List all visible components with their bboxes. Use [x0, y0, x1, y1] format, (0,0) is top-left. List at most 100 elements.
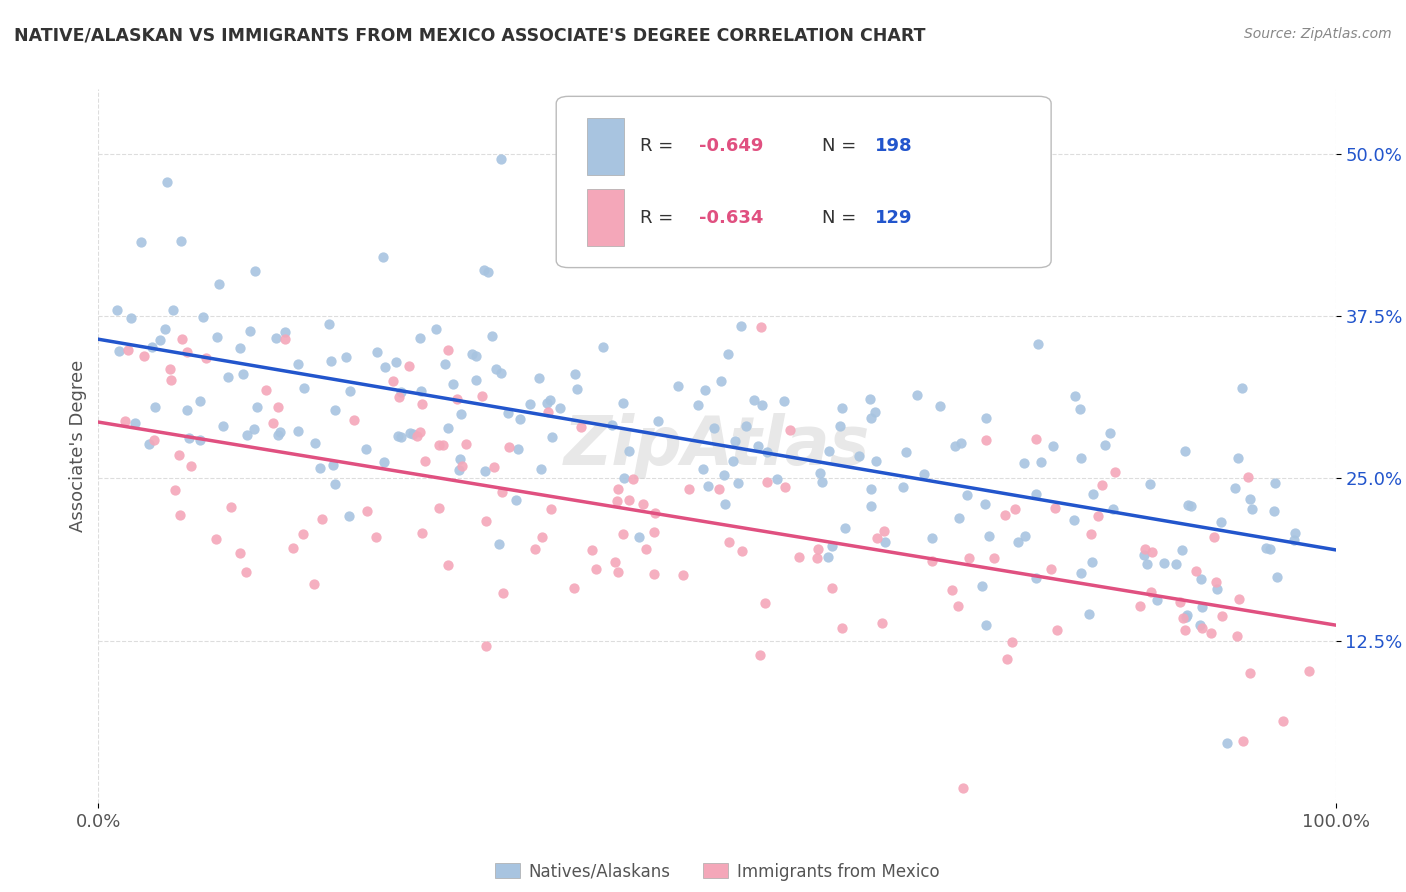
Point	[731, 543, 754, 558]
Point	[569, 420, 592, 434]
Point	[1146, 592, 1168, 607]
Point	[450, 407, 472, 421]
Point	[1263, 504, 1285, 518]
Point	[1102, 501, 1125, 516]
Point	[550, 401, 572, 415]
Point	[267, 427, 290, 442]
Point	[973, 497, 995, 511]
Point	[283, 541, 305, 555]
Point	[389, 430, 412, 444]
Point	[831, 401, 853, 416]
Point	[1284, 525, 1306, 540]
Y-axis label: Associate's Degree: Associate's Degree	[69, 359, 87, 533]
Point	[1080, 526, 1102, 541]
Point	[143, 434, 166, 448]
Point	[169, 508, 191, 523]
Point	[143, 401, 166, 415]
Point	[692, 461, 714, 475]
Point	[141, 339, 163, 353]
Point	[1168, 595, 1191, 609]
Point	[672, 568, 695, 582]
Point	[766, 472, 789, 486]
Point	[1239, 665, 1261, 680]
Point	[1226, 629, 1249, 643]
Point	[398, 359, 420, 373]
Point	[432, 438, 454, 452]
Point	[1078, 607, 1101, 621]
Point	[1164, 557, 1187, 571]
Point	[1069, 402, 1091, 417]
Point	[859, 499, 882, 513]
Legend: Natives/Alaskans, Immigrants from Mexico: Natives/Alaskans, Immigrants from Mexico	[488, 856, 946, 888]
Point	[831, 621, 853, 635]
Point	[381, 374, 404, 388]
Point	[319, 354, 342, 368]
Point	[540, 501, 562, 516]
Point	[322, 458, 344, 472]
Point	[339, 384, 361, 398]
Point	[482, 460, 505, 475]
Point	[138, 437, 160, 451]
Point	[749, 319, 772, 334]
Point	[1189, 572, 1212, 586]
Point	[491, 484, 513, 499]
Point	[723, 454, 745, 468]
Point	[807, 541, 830, 556]
Point	[364, 530, 387, 544]
Point	[204, 533, 226, 547]
Point	[411, 526, 433, 541]
Point	[519, 397, 541, 411]
Point	[1180, 499, 1202, 513]
Point	[337, 508, 360, 523]
Point	[427, 438, 450, 452]
Point	[1175, 610, 1198, 624]
Point	[1223, 481, 1246, 495]
Point	[437, 343, 460, 358]
Point	[269, 425, 291, 439]
Text: Source: ZipAtlas.com: Source: ZipAtlas.com	[1244, 27, 1392, 41]
Point	[631, 497, 654, 511]
Point	[413, 453, 436, 467]
Text: N =: N =	[823, 137, 862, 155]
Point	[564, 367, 586, 381]
Point	[1298, 664, 1320, 678]
Point	[1025, 571, 1047, 585]
Point	[273, 325, 295, 339]
Text: -0.649: -0.649	[699, 137, 763, 155]
Point	[810, 475, 832, 490]
Point	[600, 417, 623, 432]
Point	[666, 378, 689, 392]
Point	[1029, 455, 1052, 469]
Point	[1070, 450, 1092, 465]
Point	[243, 422, 266, 436]
Point	[172, 332, 194, 346]
Point	[821, 539, 844, 553]
Point	[264, 331, 287, 345]
Point	[1136, 557, 1159, 571]
Point	[229, 341, 252, 355]
Point	[1201, 625, 1223, 640]
FancyBboxPatch shape	[588, 189, 624, 246]
Point	[834, 521, 856, 535]
Point	[399, 425, 422, 440]
Text: R =: R =	[640, 209, 679, 227]
Point	[1265, 570, 1288, 584]
Point	[1025, 432, 1047, 446]
Point	[751, 398, 773, 412]
Point	[1098, 425, 1121, 440]
Point	[1272, 714, 1295, 728]
Point	[1174, 623, 1197, 637]
Point	[607, 482, 630, 496]
Point	[163, 483, 186, 498]
Point	[409, 330, 432, 344]
Point	[461, 347, 484, 361]
Point	[287, 424, 309, 438]
Point	[724, 434, 747, 449]
Point	[943, 439, 966, 453]
Point	[607, 565, 630, 579]
Point	[949, 435, 972, 450]
Point	[703, 420, 725, 434]
Point	[374, 360, 396, 375]
Point	[612, 526, 634, 541]
Point	[246, 400, 269, 414]
